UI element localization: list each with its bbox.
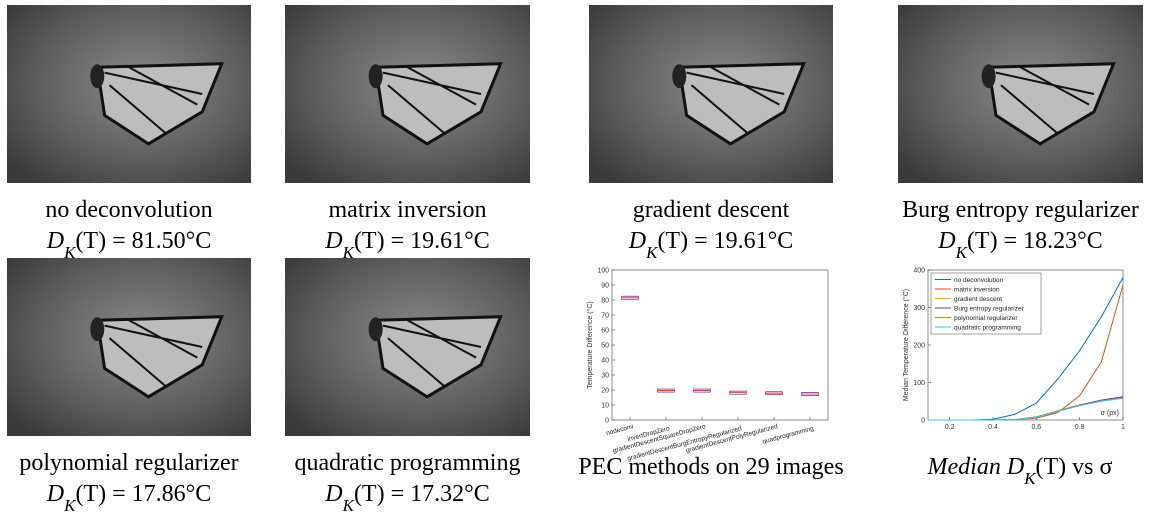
y-tick-label: 20	[601, 388, 609, 395]
butterfly-wing	[95, 62, 224, 146]
y-tick-label: 0	[921, 418, 925, 425]
legend-label: Burg entropy regularizer	[954, 305, 1025, 312]
butterfly-veins	[382, 319, 482, 387]
butterfly-veins	[686, 66, 785, 134]
y-tick-label: 300	[913, 305, 925, 312]
series-line	[928, 397, 1124, 421]
y-tick-label: 70	[601, 313, 609, 320]
x-tick-label: 1	[1121, 424, 1125, 431]
y-tick-label: 60	[601, 328, 609, 335]
x-tick-label: 0.4	[988, 424, 998, 431]
y-tick-label: 400	[913, 268, 925, 275]
legend-label: no deconvolution	[954, 277, 1004, 284]
butterfly-veins	[104, 66, 203, 134]
butterfly-veins	[995, 66, 1095, 134]
legend-label: gradient descent	[954, 296, 1002, 303]
plot-frame	[611, 269, 829, 421]
y-tick-label: 100	[597, 268, 609, 275]
photo	[285, 258, 530, 436]
butterfly-body	[981, 64, 996, 89]
panel-metric: DK(T) = 17.86°C	[46, 481, 211, 512]
y-tick-label: 80	[601, 298, 609, 305]
panel-caption: gradient descent	[633, 197, 790, 223]
y-axis-label: Temperature Difference (°C)	[586, 301, 594, 388]
chart-caption: Median DK(T) vs σ	[927, 454, 1113, 488]
photo	[7, 258, 251, 436]
butterfly-body	[368, 317, 383, 342]
photo	[589, 5, 833, 183]
butterfly-body	[90, 64, 105, 89]
butterfly-wing	[95, 315, 224, 399]
photo	[7, 5, 251, 183]
butterfly-wing	[677, 62, 806, 146]
panel-caption: polynomial regularizer	[19, 450, 238, 476]
panel-caption: matrix inversion	[329, 197, 487, 223]
x-tick-label: 0.6	[1031, 424, 1041, 431]
butterfly-body	[368, 64, 383, 89]
panel-caption: no deconvolution	[45, 197, 212, 223]
panel-metric: DK(T) = 17.32°C	[324, 481, 489, 512]
x-tick-label: 0.8	[1075, 424, 1085, 431]
panel-caption: quadratic programming	[295, 450, 521, 476]
x-tick-label: 0.2	[945, 424, 955, 431]
y-tick-label: 10	[601, 403, 609, 410]
y-tick-label: 30	[601, 373, 609, 380]
legend-box	[930, 272, 1042, 335]
y-axis-label: Median Temperature Difference (°C)	[902, 289, 910, 401]
butterfly-wing	[986, 62, 1116, 146]
photo	[898, 5, 1143, 183]
butterfly-body	[90, 317, 105, 342]
legend-label: matrix inversion	[954, 286, 1000, 293]
butterfly-wing	[373, 315, 503, 399]
butterfly-body	[672, 64, 687, 89]
panel-metric: DK(T) = 19.61°C	[628, 228, 793, 262]
y-tick-label: 90	[601, 283, 609, 290]
panel-metric: DK(T) = 18.23°C	[937, 228, 1102, 262]
panel-metric: DK(T) = 81.50°C	[46, 228, 211, 262]
butterfly-veins	[104, 319, 203, 387]
x-axis-label: σ (px)	[1101, 410, 1119, 417]
y-tick-label: 50	[601, 343, 609, 350]
y-tick-label: 0	[605, 418, 609, 425]
legend-label: polynomial regularizer	[954, 315, 1018, 322]
y-tick-label: 200	[913, 343, 925, 350]
y-tick-label: 100	[913, 380, 925, 387]
butterfly-wing	[373, 62, 503, 146]
legend-label: quadratic programming	[954, 324, 1021, 331]
panel-metric: DK(T) = 19.61°C	[324, 228, 489, 262]
panel-caption: Burg entropy regularizer	[902, 197, 1139, 223]
y-tick-label: 40	[601, 358, 609, 365]
chart-caption: PEC methods on 29 images	[578, 454, 843, 480]
photo	[285, 5, 530, 183]
butterfly-veins	[382, 66, 482, 134]
